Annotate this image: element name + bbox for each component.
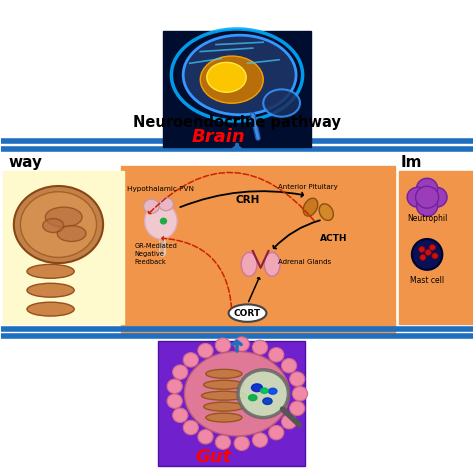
- Circle shape: [167, 394, 182, 408]
- Ellipse shape: [145, 203, 177, 239]
- Circle shape: [416, 186, 438, 208]
- Text: Gut: Gut: [195, 448, 231, 466]
- Circle shape: [253, 433, 268, 447]
- Circle shape: [290, 401, 305, 416]
- Circle shape: [198, 429, 213, 444]
- Text: Im: Im: [401, 155, 422, 170]
- Circle shape: [167, 379, 182, 393]
- Ellipse shape: [207, 63, 246, 92]
- Ellipse shape: [144, 199, 159, 213]
- Ellipse shape: [206, 369, 242, 378]
- Ellipse shape: [43, 219, 64, 233]
- Circle shape: [183, 353, 199, 367]
- Ellipse shape: [201, 391, 246, 400]
- Circle shape: [417, 196, 438, 216]
- FancyBboxPatch shape: [121, 166, 394, 335]
- Ellipse shape: [172, 29, 302, 121]
- Circle shape: [160, 218, 167, 225]
- Circle shape: [429, 245, 436, 250]
- Circle shape: [269, 425, 284, 440]
- Circle shape: [417, 178, 438, 198]
- Circle shape: [425, 249, 431, 255]
- Text: Adrenal Glands: Adrenal Glands: [278, 259, 331, 265]
- Circle shape: [215, 338, 230, 353]
- Ellipse shape: [184, 351, 290, 436]
- Ellipse shape: [204, 380, 244, 389]
- Text: way: way: [9, 155, 43, 170]
- Text: Neutrophil: Neutrophil: [407, 214, 447, 223]
- Ellipse shape: [263, 398, 272, 404]
- Circle shape: [173, 408, 188, 422]
- Circle shape: [183, 420, 199, 435]
- Text: Brain: Brain: [192, 128, 246, 146]
- FancyBboxPatch shape: [3, 171, 124, 324]
- Ellipse shape: [27, 302, 74, 316]
- Text: Anterior Pituitary: Anterior Pituitary: [278, 184, 338, 190]
- Circle shape: [198, 343, 213, 358]
- Circle shape: [290, 372, 305, 386]
- FancyBboxPatch shape: [0, 149, 128, 329]
- FancyBboxPatch shape: [399, 149, 474, 329]
- Ellipse shape: [303, 198, 318, 216]
- Circle shape: [234, 436, 249, 450]
- Ellipse shape: [159, 198, 173, 210]
- Circle shape: [407, 187, 428, 207]
- Ellipse shape: [57, 226, 86, 241]
- Circle shape: [292, 386, 308, 401]
- Text: Neuroendocrine pathway: Neuroendocrine pathway: [133, 115, 341, 130]
- Circle shape: [215, 435, 230, 449]
- Text: Mast cell: Mast cell: [410, 276, 444, 285]
- Text: ACTH: ACTH: [320, 234, 347, 243]
- Circle shape: [419, 246, 425, 252]
- Ellipse shape: [206, 413, 242, 422]
- Ellipse shape: [14, 186, 103, 263]
- Ellipse shape: [183, 35, 296, 115]
- Text: CRH: CRH: [235, 195, 260, 205]
- Ellipse shape: [261, 388, 268, 393]
- FancyBboxPatch shape: [158, 341, 305, 466]
- Ellipse shape: [319, 204, 333, 220]
- Circle shape: [426, 187, 447, 207]
- Circle shape: [282, 358, 297, 373]
- Ellipse shape: [46, 207, 82, 227]
- Ellipse shape: [263, 89, 300, 117]
- Circle shape: [432, 253, 438, 259]
- Ellipse shape: [228, 304, 266, 322]
- Circle shape: [234, 337, 249, 351]
- Text: Hypothalamic PVN: Hypothalamic PVN: [127, 186, 194, 192]
- FancyBboxPatch shape: [164, 30, 310, 147]
- Ellipse shape: [268, 388, 277, 394]
- Text: GR-Mediated
Negative
Feedback: GR-Mediated Negative Feedback: [135, 244, 177, 265]
- Circle shape: [420, 255, 426, 260]
- Ellipse shape: [204, 402, 244, 411]
- Ellipse shape: [27, 283, 74, 297]
- Ellipse shape: [412, 239, 442, 270]
- Ellipse shape: [27, 264, 74, 278]
- Ellipse shape: [252, 384, 263, 392]
- Ellipse shape: [248, 395, 257, 401]
- Ellipse shape: [264, 253, 280, 276]
- Text: CORT: CORT: [234, 309, 261, 318]
- Ellipse shape: [200, 56, 263, 103]
- Circle shape: [238, 370, 289, 418]
- Circle shape: [173, 365, 188, 379]
- Ellipse shape: [20, 191, 97, 257]
- FancyBboxPatch shape: [399, 171, 474, 324]
- Ellipse shape: [241, 253, 257, 276]
- Circle shape: [282, 415, 297, 429]
- Circle shape: [269, 347, 284, 362]
- Circle shape: [253, 340, 268, 355]
